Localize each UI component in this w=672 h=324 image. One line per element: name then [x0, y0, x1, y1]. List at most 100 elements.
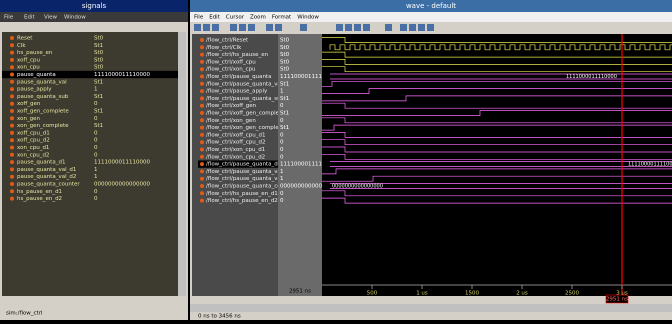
signal-value: 1	[280, 176, 284, 182]
waveform	[322, 88, 672, 94]
signal-value: St1	[94, 79, 103, 85]
bus-value: 0000000000000000	[332, 184, 383, 190]
signal-name[interactable]: hs_pause_en	[17, 50, 53, 56]
waveform	[330, 73, 672, 80]
signal-value: 0	[280, 132, 284, 138]
signal-value: 1111000011110000	[280, 162, 336, 168]
menu-bar	[190, 12, 672, 22]
signal-name[interactable]: xon_cpu	[17, 65, 40, 71]
signal-name[interactable]: xon_cpu_d2	[17, 152, 49, 158]
menu-item[interactable]: File	[194, 15, 204, 21]
signal-path[interactable]: /flow_ctrl/xon_cpu_d1	[206, 147, 265, 153]
waveform	[322, 197, 672, 204]
time-label: 3 us	[616, 291, 628, 297]
toolbar-icons[interactable]	[194, 24, 434, 31]
signal-name[interactable]: xoff_gen_complete	[17, 109, 69, 115]
h-scrollbar[interactable]	[190, 304, 672, 312]
signal-path[interactable]: /flow_ctrl/xon_cpu	[206, 67, 255, 73]
waveform	[322, 146, 672, 153]
waveform	[322, 139, 672, 146]
scrollbar[interactable]	[178, 32, 186, 296]
signal-name[interactable]: Clk	[17, 43, 26, 49]
signal-icon	[10, 189, 14, 194]
signal-value: 1	[94, 87, 98, 93]
signal-name[interactable]: xoff_cpu_d1	[17, 130, 50, 136]
signal-path[interactable]: /flow_ctrl/Reset	[206, 38, 249, 44]
signal-path[interactable]: /flow_ctrl/xon_gen	[206, 118, 256, 124]
waveform	[322, 153, 672, 160]
signal-name[interactable]: pause_apply	[17, 87, 52, 93]
menu-item[interactable]: Edit	[24, 15, 35, 21]
signal-icon	[10, 174, 14, 179]
signal-path[interactable]: /flow_ctrl/pause_quanta_val_d2	[206, 176, 292, 182]
signal-path[interactable]: /flow_ctrl/hs_pause_en_d1	[206, 191, 278, 197]
signal-path[interactable]: /flow_ctrl/pause_apply	[206, 89, 268, 95]
signal-name[interactable]: xoff_cpu_d2	[17, 138, 50, 144]
waveform	[322, 117, 672, 124]
signal-name[interactable]: xoff_gen	[17, 101, 41, 107]
cursor-marker	[605, 294, 629, 304]
menu-item[interactable]: Window	[64, 15, 86, 21]
signal-value: 1	[280, 169, 284, 175]
signal-name[interactable]: pause_quanta_val_d2	[17, 174, 76, 180]
time-label: 2500	[565, 291, 579, 297]
menu-item[interactable]: View	[44, 15, 58, 21]
signal-path[interactable]: /flow_ctrl/xoff_gen_complete	[206, 111, 285, 117]
waveform	[322, 66, 672, 73]
signal-name[interactable]: xon_gen	[17, 116, 41, 122]
signal-path[interactable]: /flow_ctrl/pause_quanta_sub	[206, 96, 285, 102]
menu-item[interactable]: File	[4, 15, 14, 21]
waveform	[322, 59, 672, 65]
menu-item[interactable]: Zoom	[250, 15, 266, 21]
signal-icon	[10, 109, 14, 113]
signal-path[interactable]: /flow_ctrl/xoff_cpu_d1	[206, 132, 266, 138]
signal-path[interactable]: /flow_ctrl/xoff_gen	[206, 103, 257, 109]
signal-name[interactable]: pause_quanta_val	[17, 79, 67, 85]
signal-path[interactable]: /flow_ctrl/hs_pause_en	[206, 52, 269, 58]
signal-name[interactable]: hs_pause_en_d1	[17, 189, 62, 195]
signal-icon	[10, 36, 14, 40]
signal-path[interactable]: /flow_ctrl/pause_quanta_counter	[206, 184, 296, 190]
signal-icon	[200, 118, 204, 123]
signal-value: St1	[280, 81, 289, 87]
signal-name[interactable]: pause_quanta_sub	[17, 94, 69, 100]
signal-path[interactable]: /flow_ctrl/pause_quanta_val_d1	[206, 169, 292, 175]
signal-path[interactable]: /flow_ctrl/pause_quanta	[206, 74, 271, 80]
signal-path[interactable]: /flow_ctrl/pause_quanta_d1	[206, 162, 281, 168]
signal-name[interactable]: xon_cpu_d1	[17, 145, 49, 151]
menu-item[interactable]: Format	[272, 15, 292, 21]
menu-bar	[0, 12, 188, 22]
signal-name[interactable]: xoff_cpu	[17, 57, 40, 63]
menu-item[interactable]: Window	[297, 15, 319, 21]
signal-icon	[10, 182, 14, 186]
signal-value: 1111000011110000	[94, 160, 150, 166]
signal-path[interactable]: /flow_ctrl/xoff_cpu	[206, 59, 256, 65]
bus-value: 1111000011110000	[566, 74, 617, 80]
menu-item[interactable]: Cursor	[226, 15, 245, 21]
signal-name[interactable]: pause_quanta_counter	[17, 182, 80, 188]
signal-icon	[10, 65, 14, 70]
signal-name[interactable]: Reset	[17, 36, 33, 42]
signal-value: St1	[94, 43, 103, 49]
signal-value: St0	[94, 65, 104, 71]
signal-path[interactable]: /flow_ctrl/xoff_cpu_d2	[206, 140, 266, 146]
signal-icon	[200, 111, 204, 115]
signal-icon	[200, 140, 204, 145]
signal-name[interactable]: pause_quanta	[17, 72, 56, 78]
signal-name[interactable]: xon_gen_complete	[17, 123, 69, 129]
signal-icon	[200, 125, 204, 130]
signal-path[interactable]: /flow_ctrl/pause_quanta_val	[206, 81, 283, 87]
signal-value: 0	[94, 101, 98, 107]
signal-path[interactable]: /flow_ctrl/Clk	[206, 45, 242, 51]
signal-path[interactable]: /flow_ctrl/hs_pause_en_d2	[206, 198, 278, 204]
signal-name[interactable]: pause_quanta_d1	[17, 160, 65, 166]
signal-value: 0	[280, 198, 284, 204]
signal-icon	[10, 152, 14, 157]
signal-name[interactable]: pause_quanta_val_d1	[17, 167, 76, 173]
window-title: signals	[82, 2, 107, 10]
signal-path[interactable]: /flow_ctrl/xon_cpu_d2	[206, 154, 265, 160]
waveform	[322, 95, 672, 102]
signal-name[interactable]: hs_pause_en_d2	[17, 196, 62, 202]
menu-item[interactable]: Edit	[209, 15, 220, 21]
signal-path[interactable]: /flow_ctrl/xon_gen_complete	[206, 125, 285, 131]
